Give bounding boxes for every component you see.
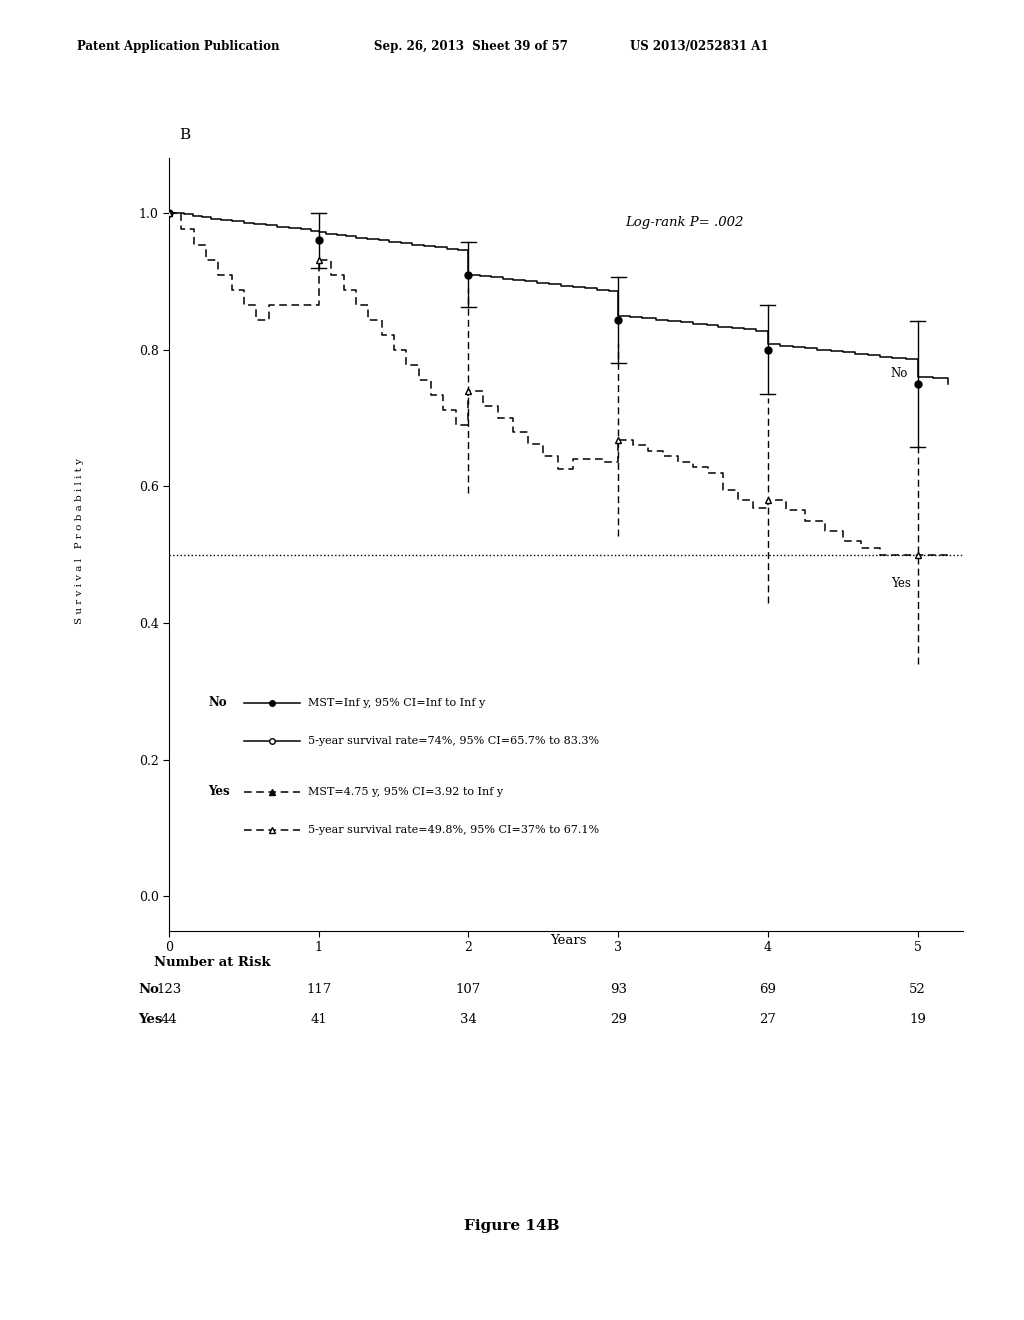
Text: Yes: Yes (891, 577, 910, 590)
Text: 34: 34 (460, 1012, 477, 1026)
Text: 44: 44 (161, 1012, 177, 1026)
Text: MST=Inf y, 95% CI=Inf to Inf y: MST=Inf y, 95% CI=Inf to Inf y (308, 698, 485, 708)
Text: 27: 27 (760, 1012, 776, 1026)
Text: 5-year survival rate=74%, 95% CI=65.7% to 83.3%: 5-year survival rate=74%, 95% CI=65.7% t… (308, 737, 599, 746)
Text: 123: 123 (157, 982, 181, 995)
Text: 41: 41 (310, 1012, 327, 1026)
Text: Figure 14B: Figure 14B (464, 1220, 560, 1233)
Text: Yes: Yes (209, 785, 230, 799)
Text: Log-rank P= .002: Log-rank P= .002 (626, 216, 744, 230)
Text: US 2013/0252831 A1: US 2013/0252831 A1 (630, 40, 768, 53)
Text: Number at Risk: Number at Risk (154, 956, 270, 969)
Text: Patent Application Publication: Patent Application Publication (77, 40, 280, 53)
Text: 29: 29 (609, 1012, 627, 1026)
Text: 69: 69 (760, 982, 776, 995)
Text: Years: Years (550, 933, 587, 946)
Text: No: No (891, 367, 908, 380)
Text: No: No (209, 697, 227, 709)
Text: Yes: Yes (138, 1012, 163, 1026)
Text: No: No (138, 982, 159, 995)
Text: MST=4.75 y, 95% CI=3.92 to Inf y: MST=4.75 y, 95% CI=3.92 to Inf y (308, 787, 503, 796)
Text: 52: 52 (909, 982, 926, 995)
Text: 19: 19 (909, 1012, 926, 1026)
Text: S u r v i v a l   P r o b a b i l i t y: S u r v i v a l P r o b a b i l i t y (76, 458, 84, 624)
Text: 117: 117 (306, 982, 332, 995)
Text: 5-year survival rate=49.8%, 95% CI=37% to 67.1%: 5-year survival rate=49.8%, 95% CI=37% t… (308, 825, 599, 836)
Text: 107: 107 (456, 982, 481, 995)
Text: 93: 93 (609, 982, 627, 995)
Text: B: B (179, 128, 190, 141)
Text: Sep. 26, 2013  Sheet 39 of 57: Sep. 26, 2013 Sheet 39 of 57 (374, 40, 567, 53)
